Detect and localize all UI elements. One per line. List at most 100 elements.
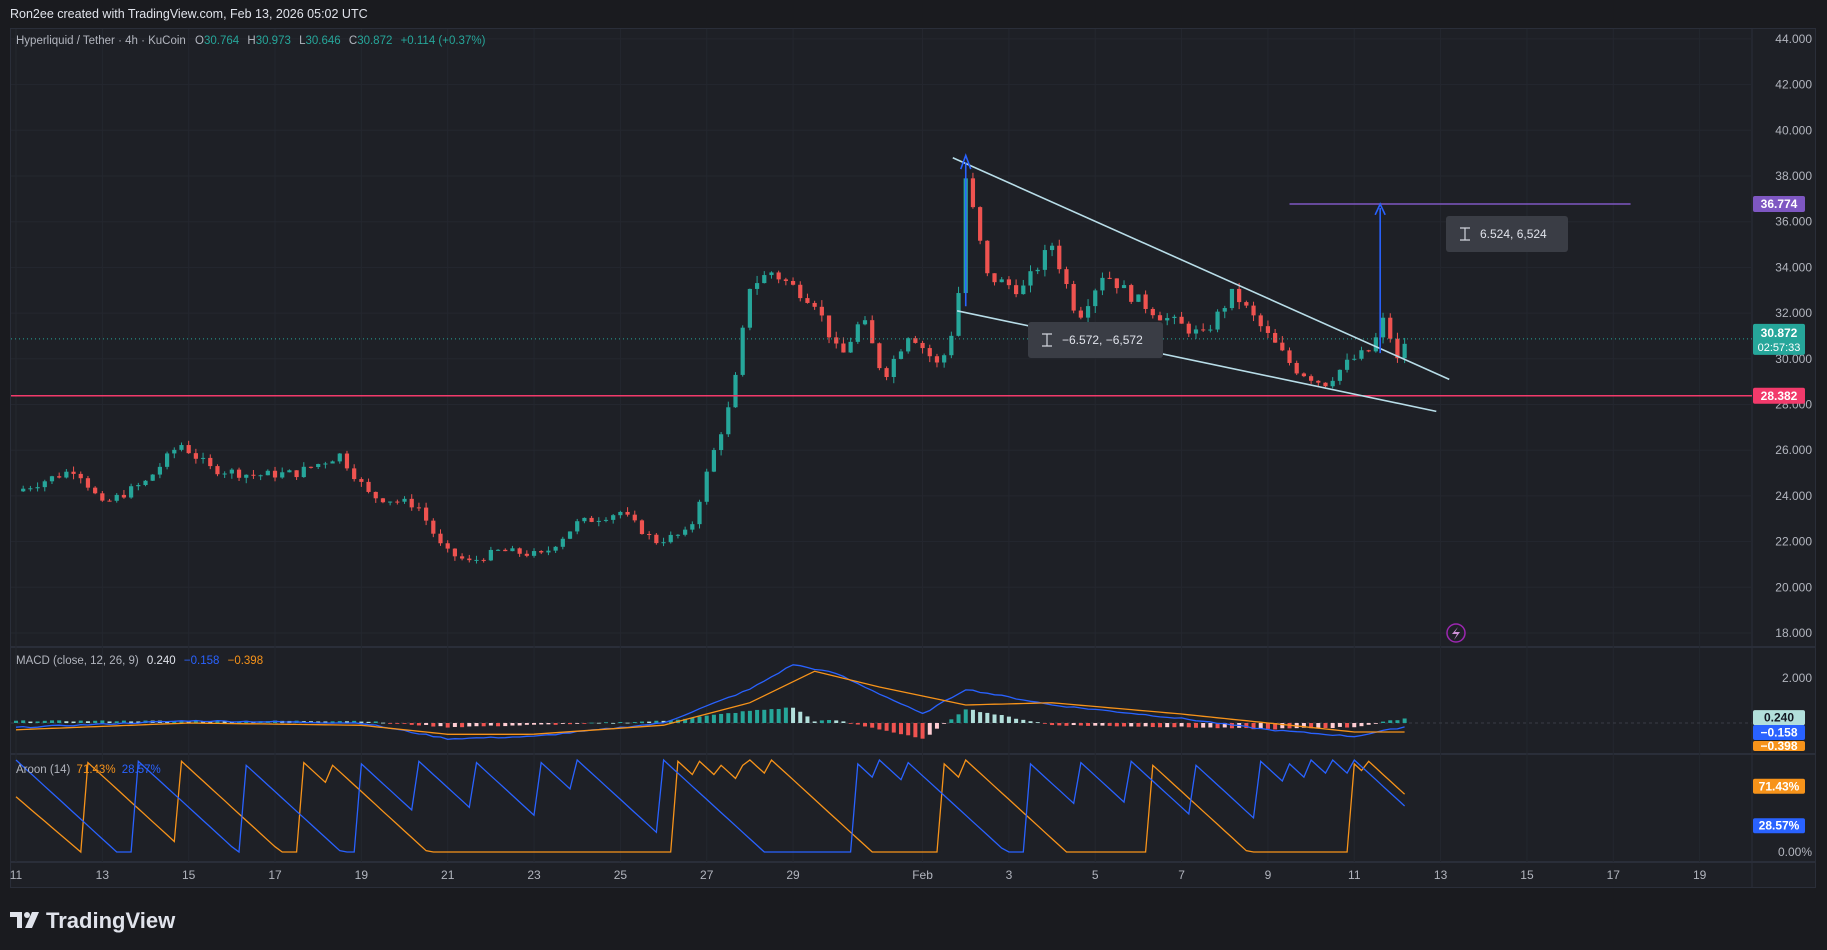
candle-body <box>719 434 724 451</box>
aroon-down-line[interactable] <box>15 758 1406 854</box>
macd-hist-bar <box>733 712 738 723</box>
macd-hist-bar <box>776 708 781 723</box>
candle-body <box>1273 332 1278 343</box>
candle-body <box>769 272 774 276</box>
candle-body <box>78 473 83 479</box>
macd-hist-bar <box>388 723 393 724</box>
macd-hist-bar <box>460 723 465 728</box>
candle-body <box>546 550 551 553</box>
candle-body <box>42 481 47 488</box>
candle-body <box>1179 316 1184 324</box>
macd-hist-bar <box>186 721 191 723</box>
candle-body <box>1208 329 1213 331</box>
candle-body <box>121 494 127 498</box>
chart-frame[interactable] <box>10 28 1816 888</box>
macd-hist-bar <box>64 721 69 723</box>
time-axis-tick: 11 <box>10 868 23 882</box>
time-axis-tick: 21 <box>441 868 455 882</box>
candle-body <box>783 279 788 281</box>
candle-body <box>920 342 925 349</box>
macd-hist-bar <box>481 723 486 727</box>
candle-body <box>316 464 321 468</box>
macd-hist-bar <box>28 721 33 723</box>
macd-hist-bar <box>740 711 745 723</box>
candle-body <box>611 515 616 520</box>
macd-hist-bar <box>560 723 565 724</box>
candle-body <box>949 335 954 356</box>
macd-hist-bar <box>956 714 961 723</box>
price-axis-tick: 24.000 <box>1775 489 1812 503</box>
time-axis-tick: 9 <box>1265 868 1272 882</box>
macd-hist-bar <box>114 721 119 723</box>
price-axis-tick: 22.000 <box>1775 535 1812 549</box>
candle-body <box>841 343 846 353</box>
candle-body <box>776 272 781 280</box>
candle-body <box>870 320 875 344</box>
macd-hist-bar <box>330 721 335 723</box>
candle-body <box>251 474 256 476</box>
candle-body <box>1114 278 1119 289</box>
candle-body <box>143 480 148 486</box>
candle-body <box>1028 271 1033 286</box>
macd-line-value: −0.158 <box>183 655 220 667</box>
macd-line[interactable] <box>15 664 1405 740</box>
macd-hist-bar <box>1244 723 1249 729</box>
candle-body <box>129 486 134 498</box>
macd-hist-bar <box>445 723 450 728</box>
aroon-down-value: 28.57% <box>121 764 161 776</box>
macd-signal-tag-bg <box>1753 740 1805 751</box>
aroon-up-line[interactable] <box>15 758 1406 854</box>
tradingview-logo-icon <box>10 912 39 928</box>
candle-body <box>596 520 601 522</box>
alert-bolt-icon[interactable] <box>1446 623 1466 643</box>
macd-signal-value: −0.398 <box>227 655 264 667</box>
candle-body <box>359 479 364 482</box>
macd-legend[interactable]: MACD (close, 12, 26, 9) 0.240 −0.158 −0.… <box>16 655 263 667</box>
macd-hist-bar <box>812 721 817 723</box>
price-axis-tick: 30.000 <box>1775 352 1812 366</box>
symbol-legend[interactable]: Hyperliquid / Tether · 4h · KuCoin O30.7… <box>16 35 485 47</box>
macd-hist-bar <box>1014 718 1019 723</box>
candle-body <box>424 507 429 521</box>
measure-down-label[interactable]: −6.572, −6,572 <box>1028 322 1163 358</box>
macd-hist-bar <box>524 723 529 725</box>
macd-hist-bar <box>1122 723 1127 727</box>
candle-body <box>1301 373 1307 377</box>
candle-body <box>1229 288 1235 309</box>
candle-body <box>1186 323 1191 334</box>
open-label: O <box>195 35 204 47</box>
macd-hist-bar <box>568 723 573 725</box>
aroon-legend[interactable]: Aroon (14) 71.43% 28.57% <box>16 764 161 776</box>
upper-trendline[interactable] <box>952 156 1450 381</box>
price-axis-tick: 34.000 <box>1775 260 1812 274</box>
aroon-up-value: 71.43% <box>76 764 116 776</box>
macd-signal-line[interactable] <box>15 670 1405 735</box>
candle-body <box>819 306 824 316</box>
candle-body <box>373 491 378 499</box>
low-value: 30.646 <box>305 35 341 47</box>
candle-body <box>1143 294 1148 309</box>
macd-hist-bar <box>1193 723 1198 728</box>
time-axis-tick: 13 <box>96 868 110 882</box>
symbol-name: Hyperliquid / Tether · 4h · KuCoin <box>16 35 186 47</box>
candle-body <box>35 487 40 489</box>
measure-icon <box>1042 333 1052 347</box>
candle-body <box>704 471 709 502</box>
measure-icon <box>1460 227 1470 241</box>
candle-body <box>1244 302 1249 306</box>
candle-body <box>272 470 278 478</box>
macd-hist-bar <box>1150 723 1155 728</box>
macd-hist-bar <box>1301 723 1306 728</box>
measure-up-label[interactable]: 6.524, 6,524 <box>1446 216 1568 252</box>
candle-body <box>409 498 414 508</box>
macd-hist-bar <box>452 723 457 727</box>
last-price-tag: 30.872 <box>1761 326 1798 340</box>
macd-hist-bar <box>474 723 479 727</box>
candle-body <box>229 469 234 474</box>
macd-hist-bar <box>1093 723 1098 726</box>
candle-body <box>481 559 486 561</box>
macd-hist-bar <box>323 721 328 723</box>
alert-bolt-glyph <box>1452 627 1460 640</box>
macd-hist-bar <box>1265 723 1270 729</box>
